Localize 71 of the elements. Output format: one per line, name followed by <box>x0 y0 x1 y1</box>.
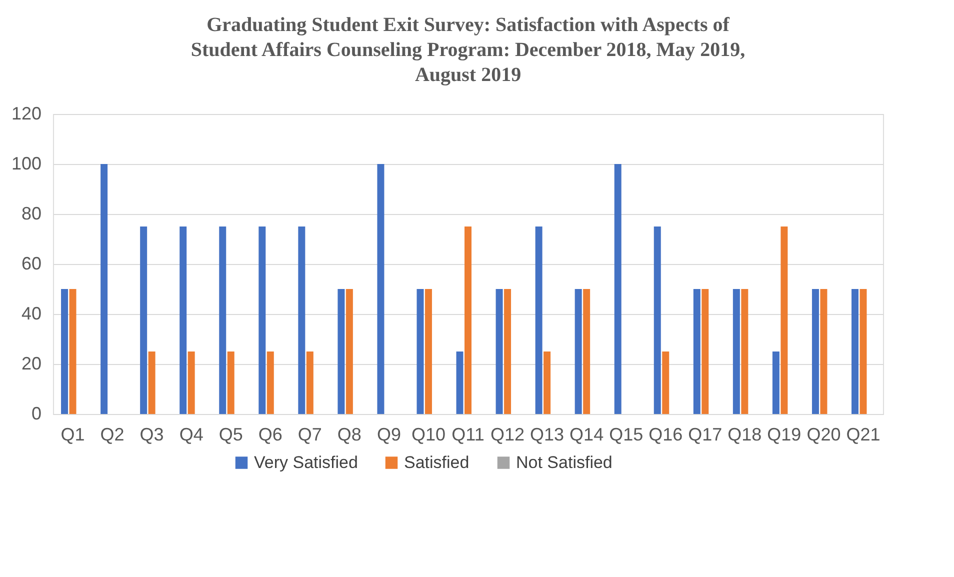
bar <box>820 289 828 414</box>
legend-label: Not Satisfied <box>516 452 612 472</box>
bar <box>732 289 740 414</box>
x-tick-label: Q7 <box>298 424 322 444</box>
bar <box>424 289 432 414</box>
x-tick-label: Q4 <box>179 424 204 444</box>
bar <box>504 289 512 414</box>
bar <box>377 164 384 414</box>
bar <box>258 226 266 414</box>
y-tick-label: 0 <box>31 404 42 424</box>
x-tick-label: Q10 <box>411 424 446 444</box>
bar <box>416 289 424 414</box>
bar <box>100 164 108 414</box>
bar <box>69 289 76 414</box>
x-tick-label: Q15 <box>609 424 644 444</box>
bar <box>298 226 306 414</box>
bar <box>456 352 464 414</box>
bar <box>496 289 503 414</box>
bar <box>180 226 187 414</box>
legend-label: Satisfied <box>404 452 470 472</box>
bar <box>535 226 542 414</box>
x-tick-label: Q3 <box>140 424 164 444</box>
bar <box>346 289 353 414</box>
x-tick-label: Q12 <box>490 424 525 444</box>
bar <box>306 352 314 414</box>
bar <box>852 289 859 414</box>
bar <box>812 289 819 414</box>
x-tick-label: Q1 <box>60 424 85 444</box>
bar <box>574 289 582 414</box>
bar <box>860 289 867 414</box>
x-tick-label: Q5 <box>218 424 243 444</box>
bar <box>266 352 274 414</box>
bar <box>772 352 780 414</box>
bar <box>338 289 345 414</box>
bar <box>464 226 472 414</box>
y-tick-label: 40 <box>21 304 42 324</box>
y-tick-label: 80 <box>21 204 42 224</box>
bar <box>702 289 709 414</box>
y-tick-label: 60 <box>21 254 42 274</box>
bar <box>662 352 670 414</box>
bar <box>583 289 590 414</box>
bar <box>61 289 68 414</box>
x-tick-label: Q11 <box>452 424 484 444</box>
x-tick-label: Q19 <box>767 424 802 444</box>
x-tick-label: Q2 <box>100 424 124 444</box>
bar <box>188 352 195 414</box>
bar <box>140 226 148 414</box>
y-tick-label: 100 <box>11 154 42 174</box>
bar <box>741 289 748 414</box>
bar <box>780 226 788 414</box>
bar <box>654 226 661 414</box>
bar <box>544 352 551 414</box>
bar <box>148 352 156 414</box>
bar <box>693 289 700 414</box>
bar <box>614 164 622 414</box>
y-tick-label: 120 <box>11 104 42 124</box>
x-tick-label: Q17 <box>688 424 722 444</box>
x-tick-label: Q21 <box>846 424 880 444</box>
bar <box>219 226 226 414</box>
x-tick-label: Q13 <box>530 424 564 444</box>
x-tick-label: Q9 <box>376 424 401 444</box>
x-tick-label: Q16 <box>648 424 683 444</box>
y-tick-label: 20 <box>21 354 42 374</box>
chart-title: Graduating Student Exit Survey: Satisfaction with Aspects of Student Affairs Counseling Program: December 2018, May 2019, August 2019 <box>190 14 746 86</box>
bar <box>227 352 234 414</box>
x-tick-label: Q14 <box>570 424 604 444</box>
x-tick-label: Q6 <box>258 424 282 444</box>
x-tick-label: Q20 <box>806 424 841 444</box>
legend-label: Very Satisfied <box>254 452 358 472</box>
x-tick-label: Q18 <box>728 424 762 444</box>
x-tick-label: Q8 <box>337 424 362 444</box>
